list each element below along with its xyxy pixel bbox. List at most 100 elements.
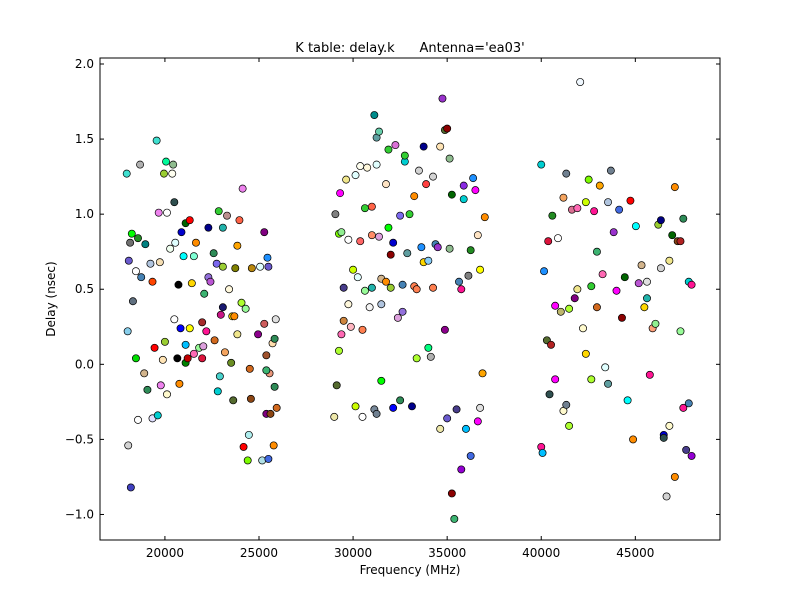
- data-point: [659, 433, 668, 442]
- data-point: [170, 315, 179, 324]
- data-point: [160, 169, 168, 178]
- data-point: [185, 216, 194, 225]
- data-point: [426, 352, 435, 361]
- data-point: [256, 262, 265, 271]
- data-point: [181, 340, 190, 349]
- data-point: [466, 246, 475, 255]
- data-point: [687, 280, 696, 289]
- data-point: [382, 277, 390, 286]
- data-point: [682, 445, 691, 454]
- data-point: [160, 337, 169, 346]
- data-point: [220, 348, 229, 357]
- data-point: [123, 327, 132, 336]
- data-point: [239, 442, 248, 451]
- data-point: [403, 249, 412, 258]
- data-point: [177, 228, 186, 237]
- data-point: [386, 283, 395, 292]
- data-point: [443, 124, 452, 133]
- data-point: [358, 412, 367, 421]
- data-point: [173, 354, 182, 363]
- data-point: [459, 181, 468, 190]
- data-point: [336, 189, 345, 198]
- data-point: [243, 456, 252, 465]
- data-point: [152, 136, 161, 145]
- data-point: [478, 369, 487, 378]
- data-point: [684, 399, 693, 408]
- data-point: [331, 210, 340, 219]
- y-tick-label: −1.0: [65, 507, 94, 521]
- data-point: [391, 141, 400, 150]
- data-point: [263, 253, 272, 262]
- data-point: [214, 207, 223, 216]
- data-point: [356, 237, 365, 246]
- data-point: [375, 232, 383, 241]
- data-point: [218, 223, 227, 232]
- data-point: [260, 319, 269, 328]
- data-point: [335, 346, 343, 355]
- data-point: [156, 381, 165, 390]
- data-point: [447, 489, 456, 498]
- data-point: [670, 472, 679, 481]
- data-point: [126, 483, 135, 492]
- data-point: [389, 238, 398, 247]
- data-point: [584, 175, 593, 184]
- data-point: [339, 283, 348, 292]
- data-point: [640, 303, 649, 312]
- data-point: [598, 270, 607, 279]
- data-point: [169, 160, 178, 169]
- data-point: [551, 375, 560, 384]
- data-point: [174, 280, 183, 289]
- data-point: [227, 358, 236, 367]
- data-point: [587, 375, 596, 384]
- data-point: [587, 282, 596, 291]
- data-point: [676, 237, 685, 246]
- data-point: [332, 381, 341, 390]
- data-point: [469, 174, 478, 183]
- x-tick-label: 35000: [428, 546, 466, 560]
- data-point: [202, 327, 211, 336]
- data-point: [233, 330, 242, 339]
- data-point: [150, 343, 159, 352]
- data-point: [330, 412, 339, 421]
- data-point: [570, 294, 579, 303]
- data-point: [480, 213, 489, 222]
- data-point: [210, 336, 219, 345]
- data-point: [198, 318, 207, 327]
- data-point: [223, 211, 231, 220]
- y-tick-label: −0.5: [65, 432, 94, 446]
- x-tick-label: 25000: [240, 546, 278, 560]
- data-point: [153, 411, 162, 420]
- data-point: [122, 169, 131, 178]
- data-point: [384, 145, 393, 154]
- data-point: [264, 262, 273, 271]
- data-point: [668, 231, 677, 240]
- data-point: [158, 355, 167, 364]
- y-tick-label: 0.0: [75, 357, 94, 371]
- data-point: [163, 208, 171, 217]
- data-point: [162, 157, 170, 166]
- data-point: [154, 208, 163, 217]
- data-point: [559, 193, 568, 202]
- data-point: [556, 307, 565, 316]
- data-point: [141, 240, 150, 249]
- data-point: [643, 277, 651, 286]
- data-point: [398, 280, 407, 289]
- data-point: [576, 78, 585, 86]
- data-point: [218, 262, 227, 271]
- data-point: [618, 313, 626, 322]
- data-point: [187, 279, 196, 288]
- data-point: [462, 424, 470, 433]
- data-point: [215, 372, 224, 381]
- x-tick-label: 45000: [616, 546, 654, 560]
- data-point: [384, 223, 393, 232]
- data-point: [389, 403, 398, 412]
- data-point: [245, 364, 254, 373]
- data-point: [270, 382, 279, 391]
- data-point: [168, 169, 177, 178]
- data-point: [136, 160, 145, 169]
- data-point: [230, 312, 239, 321]
- data-point: [626, 196, 635, 205]
- data-point: [643, 294, 651, 303]
- data-point: [408, 402, 416, 411]
